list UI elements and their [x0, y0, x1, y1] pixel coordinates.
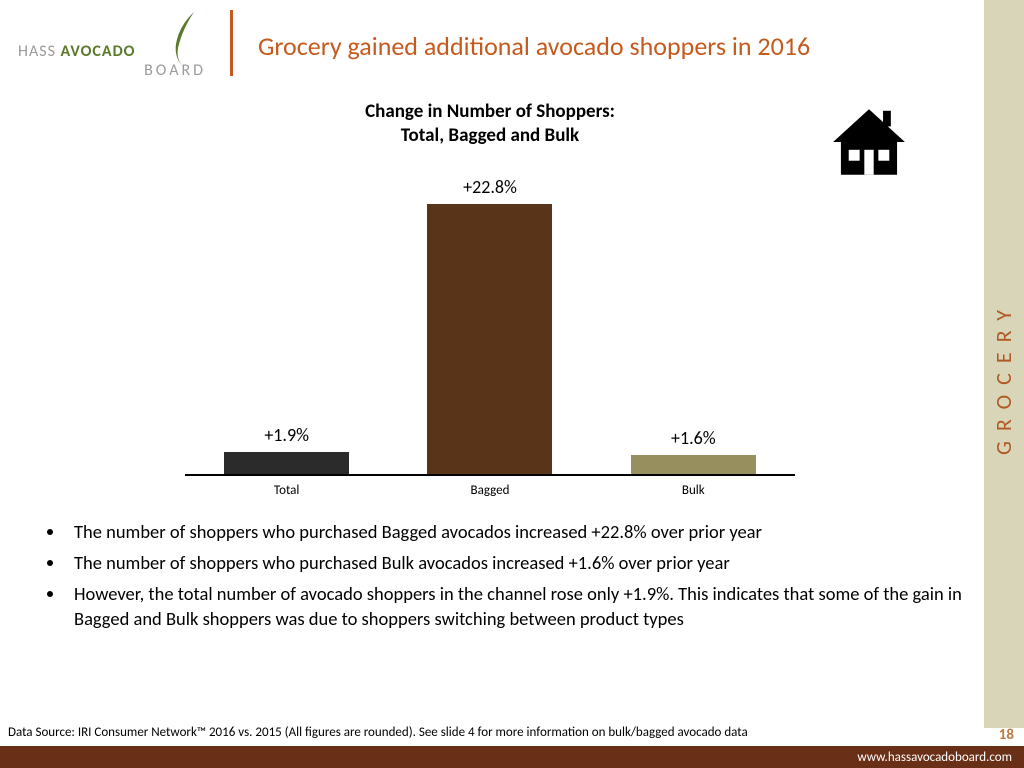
- x-axis-label: Bagged: [410, 483, 570, 498]
- logo-text-hass: HASS: [18, 42, 56, 61]
- slide-title: Grocery gained additional avocado shoppe…: [258, 30, 810, 62]
- footer-url: www.hassavocadoboard.com: [857, 750, 1012, 765]
- house-icon: [830, 106, 908, 178]
- bar-value-label: +1.9%: [264, 424, 309, 446]
- x-axis-label: Bulk: [613, 483, 773, 498]
- footer-bar: www.hassavocadoboard.com: [0, 746, 1024, 768]
- brand-logo: HASS AVOCADO BOARD: [18, 22, 216, 84]
- chart-plot-area: +1.9% +22.8% +1.6%: [185, 176, 795, 476]
- bullet-item: The number of shoppers who purchased Bul…: [66, 551, 964, 576]
- chart-title: Change in Number of Shoppers: Total, Bag…: [170, 100, 810, 148]
- bar: [224, 452, 349, 475]
- page-number: 18: [999, 726, 1014, 744]
- title-divider: [230, 10, 233, 76]
- bullet-item: However, the total number of avocado sho…: [66, 582, 964, 632]
- sidebar-section-label: GROCERY: [990, 300, 1018, 455]
- logo-text-avocado: AVOCADO: [56, 42, 136, 61]
- bar-column: +1.9%: [207, 424, 367, 475]
- insight-bullets: The number of shoppers who purchased Bag…: [40, 520, 964, 638]
- avocado-swoosh-icon: [164, 10, 204, 72]
- bar-value-label: +1.6%: [671, 427, 716, 449]
- chart-title-line1: Change in Number of Shoppers:: [365, 100, 615, 123]
- shoppers-change-chart: Change in Number of Shoppers: Total, Bag…: [170, 100, 810, 500]
- bar-column: +22.8%: [410, 176, 570, 474]
- chart-x-axis: Total Bagged Bulk: [185, 483, 795, 498]
- bar-column: +1.6%: [613, 427, 773, 474]
- bullet-item: The number of shoppers who purchased Bag…: [66, 520, 964, 545]
- x-axis-label: Total: [207, 483, 367, 498]
- bar: [427, 204, 552, 474]
- chart-title-line2: Total, Bagged and Bulk: [401, 124, 579, 147]
- bar: [631, 455, 756, 474]
- bar-value-label: +22.8%: [463, 176, 517, 198]
- data-source-note: Data Source: IRI Consumer Network™ 2016 …: [8, 725, 934, 740]
